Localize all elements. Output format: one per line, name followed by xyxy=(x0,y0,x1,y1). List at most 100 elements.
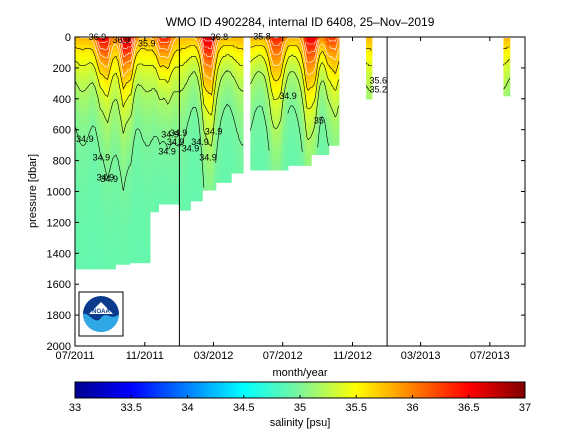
field-cell xyxy=(147,71,151,77)
field-cell xyxy=(267,114,271,119)
field-cell xyxy=(99,199,103,204)
field-cell xyxy=(215,114,219,119)
field-cell xyxy=(319,152,323,156)
field-cell xyxy=(172,141,176,146)
field-cell xyxy=(222,40,226,46)
field-cell xyxy=(79,191,83,196)
field-cell xyxy=(292,118,296,123)
field-cell xyxy=(145,199,149,204)
field-cell xyxy=(77,60,81,65)
field-cell xyxy=(104,94,107,100)
field-cell xyxy=(143,98,146,104)
field-cell xyxy=(149,94,153,100)
field-cell xyxy=(328,83,332,88)
field-cell xyxy=(170,64,174,69)
field-cell xyxy=(322,149,325,154)
field-cell xyxy=(283,133,287,139)
field-cell xyxy=(181,102,185,108)
field-cell xyxy=(240,156,244,162)
field-cell xyxy=(79,133,83,139)
field-cell xyxy=(270,91,273,96)
field-cell xyxy=(294,98,298,104)
field-cell xyxy=(127,191,131,196)
field-cell xyxy=(158,110,162,115)
field-cell xyxy=(120,233,123,239)
field-cell xyxy=(322,56,325,61)
field-cell xyxy=(228,137,232,142)
field-cell xyxy=(115,133,119,139)
field-cell xyxy=(294,87,298,92)
field-cell xyxy=(317,48,321,54)
field-cell xyxy=(188,133,191,139)
field-cell xyxy=(174,106,178,111)
field-cell xyxy=(332,129,336,135)
field-cell xyxy=(167,79,171,84)
field-cell xyxy=(149,133,153,139)
field-cell xyxy=(254,94,258,100)
field-cell xyxy=(261,121,265,127)
field-cell xyxy=(217,133,221,139)
field-cell xyxy=(110,172,114,177)
field-cell xyxy=(167,145,171,150)
field-cell xyxy=(149,44,153,50)
field-cell xyxy=(179,179,183,185)
field-cell xyxy=(185,102,189,108)
field-cell xyxy=(160,87,164,92)
field-cell xyxy=(220,52,223,57)
field-cell xyxy=(172,164,176,169)
field-cell xyxy=(152,145,155,150)
field-cell xyxy=(330,102,334,108)
field-cell xyxy=(297,44,301,50)
field-cell xyxy=(92,94,96,100)
field-cell xyxy=(202,56,205,61)
field-cell xyxy=(101,125,105,131)
field-cell xyxy=(158,79,162,84)
field-cell xyxy=(220,64,223,69)
field-cell xyxy=(131,168,135,173)
field-cell xyxy=(297,71,301,77)
field-cell xyxy=(136,160,140,166)
field-cell xyxy=(145,64,149,69)
field-cell xyxy=(129,191,133,196)
field-cell xyxy=(228,125,232,131)
field-cell xyxy=(222,118,226,123)
field-cell xyxy=(283,141,287,146)
field-cell xyxy=(86,160,90,166)
field-cell xyxy=(160,98,164,104)
field-cell xyxy=(129,48,133,54)
field-cell xyxy=(261,83,265,88)
field-cell xyxy=(104,218,107,223)
field-cell xyxy=(311,37,314,42)
field-cell xyxy=(163,75,167,81)
field-cell xyxy=(124,191,128,196)
field-cell xyxy=(211,64,215,69)
field-cell xyxy=(328,67,332,73)
field-cell xyxy=(211,118,215,123)
field-cell xyxy=(304,56,308,61)
field-cell xyxy=(278,71,282,77)
field-cell xyxy=(156,106,160,111)
field-cell xyxy=(106,102,110,108)
field-cell xyxy=(147,48,151,54)
field-cell xyxy=(254,60,258,65)
field-cell xyxy=(174,83,178,88)
field-cell xyxy=(138,226,142,231)
field-cell xyxy=(124,75,128,81)
field-cell xyxy=(319,48,323,54)
field-cell xyxy=(92,203,96,208)
field-cell xyxy=(199,137,203,142)
field-cell xyxy=(256,37,260,42)
field-cell xyxy=(202,91,205,96)
field-cell xyxy=(108,168,112,173)
field-cell xyxy=(97,102,101,108)
field-cell xyxy=(217,98,221,104)
field-cell xyxy=(124,145,128,150)
field-cell xyxy=(81,125,85,131)
field-cell xyxy=(283,160,287,166)
field-cell xyxy=(90,48,94,54)
field-cell xyxy=(174,118,178,123)
field-cell xyxy=(256,48,260,54)
field-cell xyxy=(336,60,340,65)
field-cell xyxy=(270,60,273,65)
field-cell xyxy=(129,102,133,108)
